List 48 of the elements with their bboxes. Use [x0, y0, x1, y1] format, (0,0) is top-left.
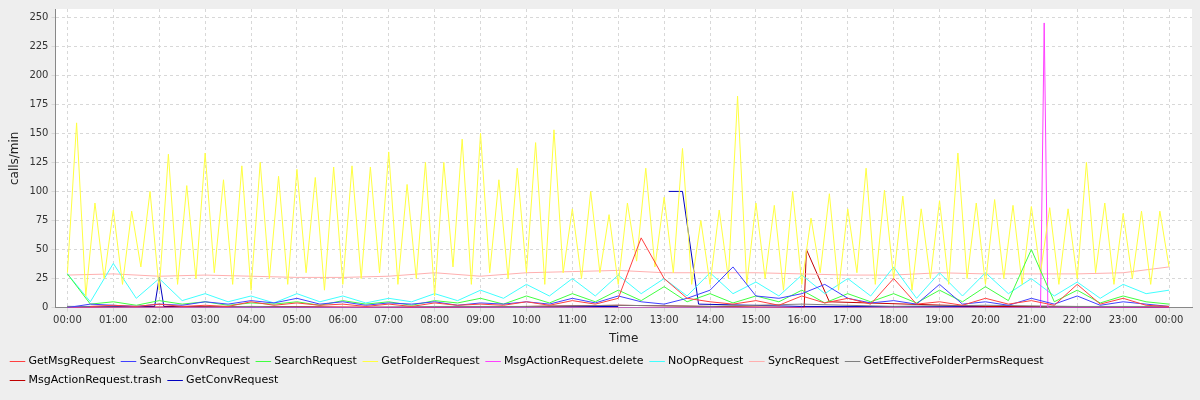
legend-label: GetEffectiveFolderPermsRequest: [863, 354, 1045, 368]
y-tick-label: 50: [35, 243, 49, 255]
x-tick-label: 05:00: [282, 314, 312, 326]
legend-label: NoOpRequest: [668, 354, 745, 368]
x-tick-label: 00:00: [53, 314, 82, 326]
x-tick-label: 19:00: [925, 314, 954, 326]
x-tick-label: 17:00: [833, 314, 863, 326]
x-tick-label: 06:00: [328, 314, 358, 326]
x-tick-label: 15:00: [741, 314, 771, 326]
y-tick-label: 250: [29, 10, 49, 22]
y-tick-label: 200: [29, 68, 49, 80]
legend-label: SearchConvRequest: [139, 354, 251, 368]
y-tick-label: 125: [29, 155, 49, 167]
legend-label: SyncRequest: [767, 354, 840, 368]
x-tick-label: 01:00: [98, 314, 128, 326]
x-tick-label: 00:00: [1154, 314, 1184, 326]
x-tick-label: 18:00: [879, 314, 909, 326]
legend-label: GetFolderRequest: [381, 354, 481, 368]
x-tick-label: 03:00: [190, 314, 220, 326]
x-tick-label: 04:00: [236, 314, 266, 326]
x-tick-label: 07:00: [374, 314, 404, 326]
legend-label: GetConvRequest: [186, 373, 279, 387]
y-tick-label: 75: [35, 214, 49, 226]
x-tick-label: 22:00: [1062, 314, 1092, 326]
x-tick-label: 11:00: [557, 314, 587, 326]
x-tick-label: 20:00: [971, 314, 1000, 326]
legend-label: GetMsgRequest: [28, 354, 116, 368]
y-tick-label: 175: [29, 97, 49, 109]
x-tick-label: 08:00: [420, 314, 450, 326]
x-tick-label: 02:00: [144, 314, 174, 326]
y-axis-title: calls/min: [7, 131, 22, 186]
x-tick-label: 23:00: [1108, 314, 1138, 326]
y-tick-label: 100: [29, 185, 49, 197]
legend-label: MsgActionRequest.delete: [504, 354, 644, 368]
x-tick-label: 12:00: [603, 314, 633, 326]
legend-label: MsgActionRequest.trash: [28, 373, 162, 387]
y-tick-label: 25: [35, 272, 49, 284]
x-axis-title: Time: [608, 330, 639, 345]
x-tick-label: 16:00: [787, 314, 817, 326]
y-tick-label: 225: [29, 39, 49, 51]
x-tick-label: 21:00: [1016, 314, 1046, 326]
y-tick-label: 150: [29, 126, 49, 138]
x-tick-label: 13:00: [649, 314, 679, 326]
x-tick-label: 10:00: [512, 314, 541, 326]
x-tick-label: 09:00: [466, 314, 495, 326]
x-tick-label: 14:00: [695, 314, 725, 326]
y-tick-label: 0: [42, 301, 49, 313]
legend-label: SearchRequest: [274, 354, 358, 368]
